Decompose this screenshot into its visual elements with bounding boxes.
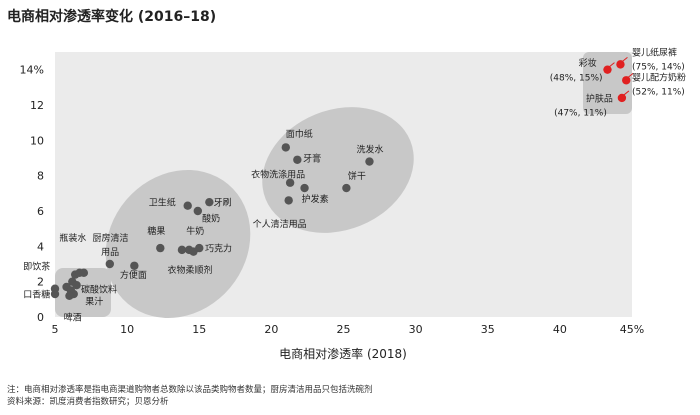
data-point	[105, 259, 115, 269]
trend-arrow	[623, 90, 630, 96]
point-label: 瓶装水	[59, 232, 86, 244]
data-point	[293, 155, 302, 164]
data-point	[79, 268, 89, 278]
highlight-point	[617, 93, 627, 103]
x-tick-label: 10	[120, 323, 134, 336]
data-points	[50, 56, 634, 300]
point-label: 方便面	[120, 269, 147, 281]
point-label: (48%, 15%)	[550, 73, 603, 83]
y-tick-label: 6	[37, 205, 44, 218]
point-label: 牛奶	[186, 225, 204, 237]
point-label: 饼干	[348, 170, 366, 182]
data-point	[205, 197, 214, 207]
cluster-mid-categories	[105, 169, 251, 319]
trend-arrow	[609, 62, 615, 68]
footnotes: 注：电商相对渗透率是指电商渠道购物者总数除以该品类购物者数量；厨房清洁用品只包括…	[7, 384, 373, 408]
x-tick-label: 30	[409, 323, 423, 336]
data-point	[342, 183, 351, 193]
y-tick-label: 0	[37, 311, 44, 324]
highlight-point	[622, 76, 631, 85]
point-label: 糖果	[147, 225, 165, 237]
highlight-point	[603, 65, 612, 74]
point-label: 酸奶	[202, 213, 220, 225]
chart-title: 电商相对渗透率变化 (2016–18)	[7, 9, 217, 25]
y-tick-label: 4	[37, 240, 44, 253]
point-label: 巧克力	[205, 243, 232, 255]
data-point	[285, 178, 295, 187]
data-point	[189, 247, 198, 256]
point-label: 个人清洁用品	[253, 218, 307, 230]
data-point	[281, 143, 290, 152]
x-tick-label: 40	[553, 323, 567, 336]
point-label: 护发素	[302, 193, 329, 205]
point-label: 面巾纸	[286, 128, 313, 140]
highlight-point	[616, 60, 625, 69]
data-point	[156, 243, 165, 253]
point-label: 彩妆	[579, 57, 597, 69]
point-label: (75%, 14%)	[632, 63, 685, 73]
point-label: 用品	[101, 247, 119, 258]
data-point	[284, 196, 293, 205]
trend-arrow	[622, 56, 628, 62]
point-label: (52%, 11%)	[632, 87, 685, 97]
point-label: 即饮茶	[23, 260, 50, 272]
data-point	[130, 261, 139, 270]
point-label: 牙刷	[214, 198, 232, 209]
point-label: 洗发水	[356, 144, 383, 156]
footnote-source: 资料来源：凯度消费者指数研究；贝恩分析	[7, 397, 169, 407]
x-tick-label: 45%	[620, 323, 644, 336]
x-tick-label: 5	[52, 323, 59, 336]
y-tick-label: 8	[37, 170, 44, 183]
y-tick-label: 2	[37, 276, 44, 289]
point-label: 果汁	[85, 296, 103, 308]
point-label: 啤酒	[64, 312, 82, 324]
point-label: 婴儿纸尿裤	[632, 47, 677, 59]
y-tick-label: 14%	[20, 64, 44, 77]
point-label: 护肤品	[586, 92, 613, 104]
x-tick-label: 35	[481, 323, 495, 336]
trend-arrow	[627, 72, 634, 78]
x-tick-label: 20	[264, 323, 278, 336]
x-tick-label: 15	[192, 323, 206, 336]
data-point	[193, 206, 203, 216]
y-tick-label: 10	[30, 134, 44, 147]
data-point	[50, 289, 60, 299]
point-label: 口香糖	[23, 289, 50, 301]
point-label: 碳酸饮料	[81, 283, 117, 295]
point-label: 牙膏	[303, 153, 321, 165]
footnote-note: 注：电商相对渗透率是指电商渠道购物者总数除以该品类购物者数量；厨房清洁用品只包括…	[7, 385, 373, 395]
data-point	[365, 157, 374, 166]
data-point	[300, 183, 309, 193]
point-label: 厨房清洁	[93, 232, 129, 244]
y-tick-label: 12	[30, 99, 44, 112]
point-label: 婴儿配方奶粉	[632, 71, 686, 83]
data-point	[183, 201, 192, 210]
data-point	[177, 245, 187, 255]
x-axis-label: 电商相对渗透率 (2018)	[279, 346, 407, 361]
x-tick-label: 25	[337, 323, 351, 336]
data-point	[72, 281, 81, 290]
point-label: 卫生纸	[149, 197, 176, 209]
cluster-personal-care	[262, 107, 414, 233]
point-label: 衣物洗涤用品	[251, 168, 305, 180]
point-label: (47%, 11%)	[554, 109, 607, 119]
axes: 5 10 15 20 25 30 35 40 45% 0 2 4 6 8 10 12 14%	[20, 64, 645, 336]
point-label: 衣物柔顺剂	[168, 264, 213, 276]
data-point	[65, 291, 74, 300]
